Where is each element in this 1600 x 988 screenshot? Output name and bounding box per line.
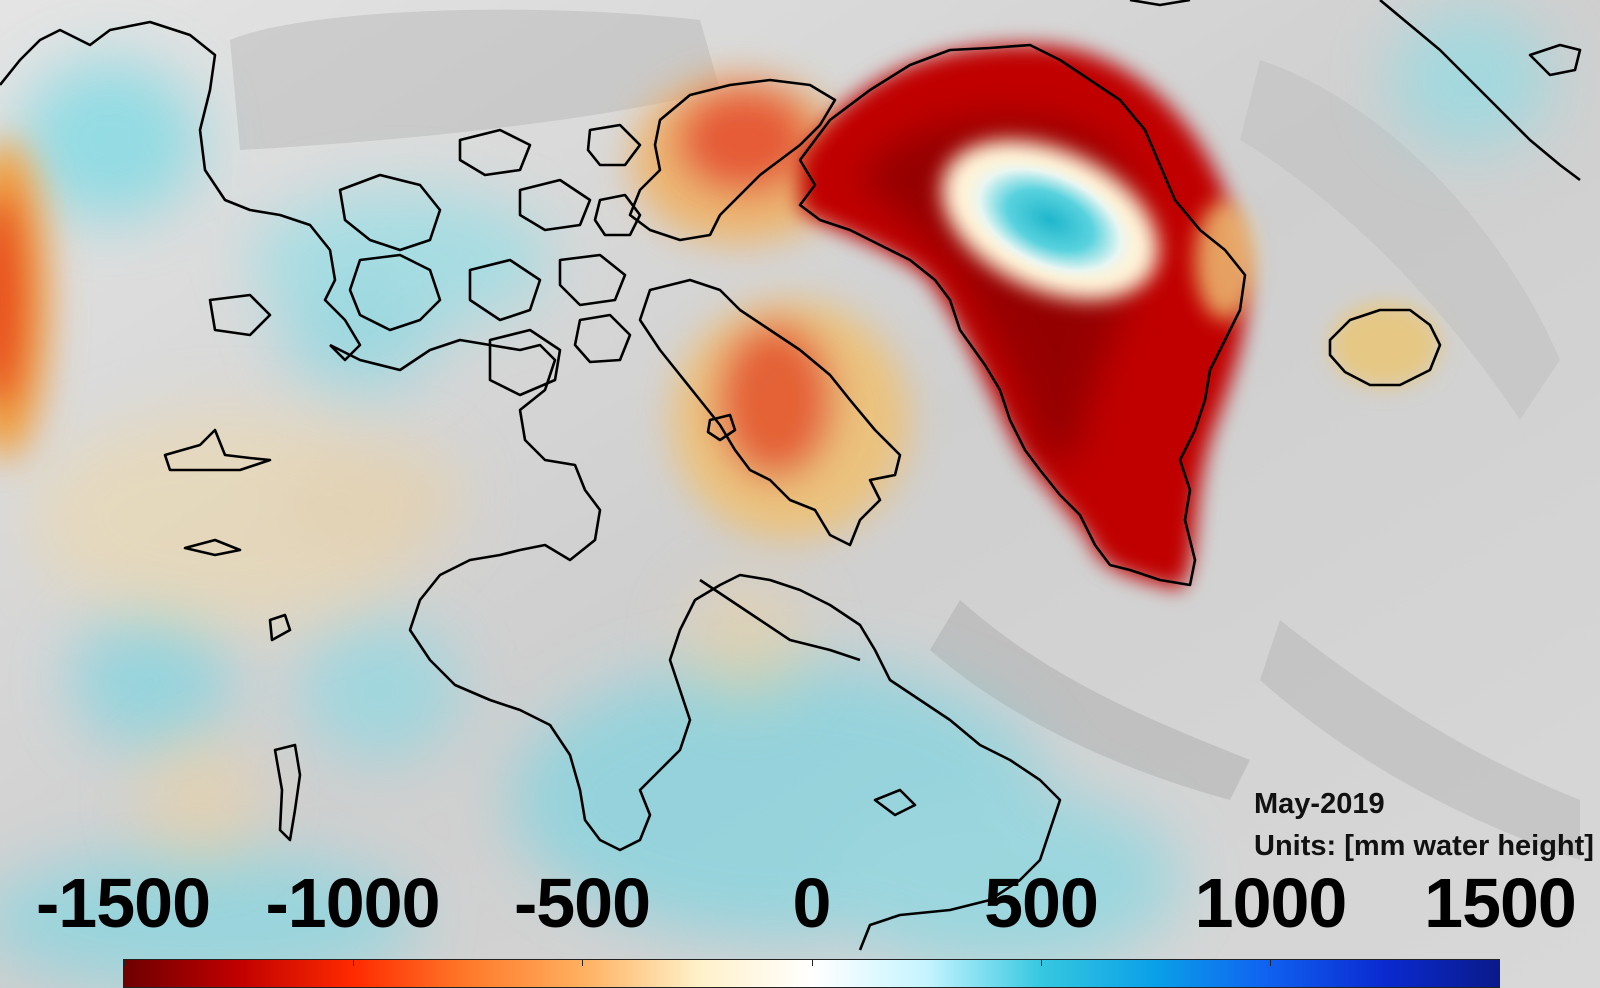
colorbar-tick-label: -500: [513, 864, 651, 942]
colorbar-tick-label: 1000: [1194, 864, 1348, 942]
iceland-anomaly: [1330, 303, 1440, 387]
colorbar-tick-label: 0: [792, 864, 832, 942]
colorbar-tick-mark: [1499, 960, 1500, 966]
colorbar-tick-mark: [1269, 960, 1271, 966]
colorbar-tick-mark: [353, 960, 355, 966]
colorbar-tick-mark: [811, 960, 813, 966]
anomaly-field: [0, 10, 1550, 988]
colorbar-tick-label: 500: [984, 864, 1099, 942]
date-label: May-2019: [1254, 788, 1385, 820]
archipelago-mass-loss: [630, 75, 910, 540]
colorbar-tick-mark: [124, 960, 125, 966]
colorbar-tick-label: 1500: [1424, 864, 1577, 942]
colorbar-tick-label: -1000: [265, 864, 440, 942]
relief-texture: [230, 9, 1580, 860]
coastlines: [0, 0, 1582, 951]
colorbar-tick-mark: [1040, 960, 1042, 966]
greenland-anomaly: [800, 44, 1255, 590]
colorbar-tick-mark: [582, 960, 584, 966]
colorbar-tick-label: -1500: [35, 864, 211, 942]
colorbar: [123, 959, 1500, 988]
units-label: Units: [mm water height]: [1254, 830, 1594, 862]
